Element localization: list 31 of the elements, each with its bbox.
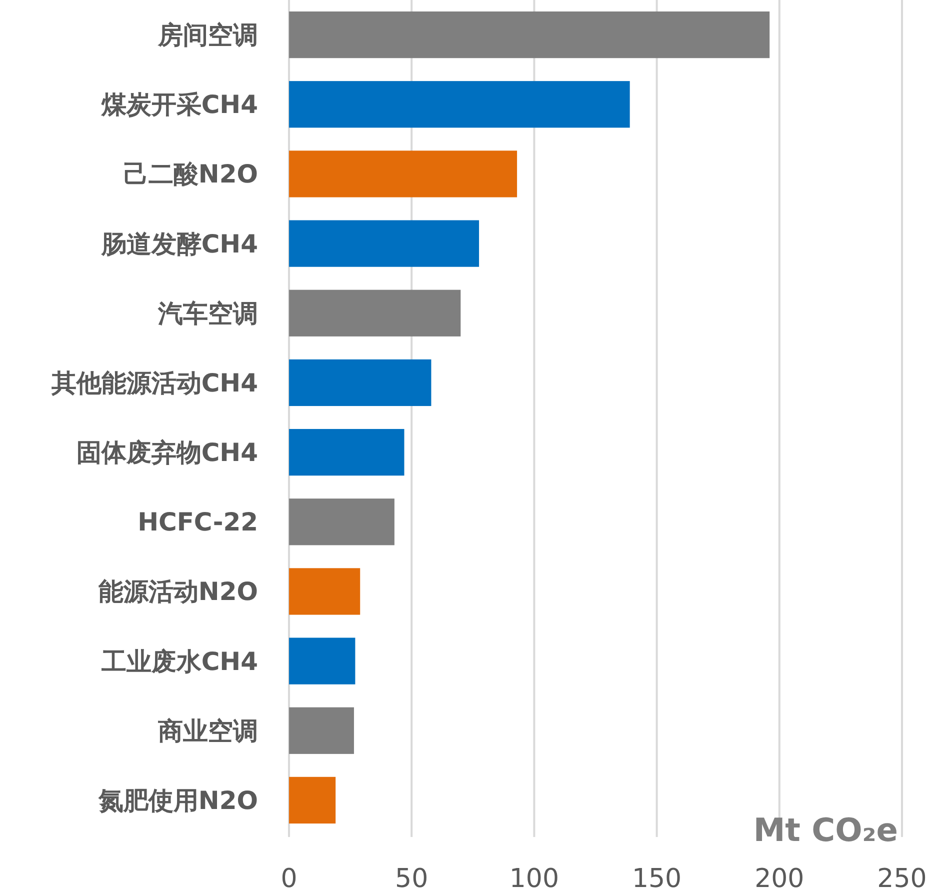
bar bbox=[289, 776, 336, 824]
y-tick-label: 肠道发酵CH4 bbox=[100, 229, 258, 258]
y-tick-label: 房间空调 bbox=[157, 20, 258, 50]
bar bbox=[289, 290, 461, 336]
y-tick-label: 氮肥使用N2O bbox=[97, 786, 258, 815]
y-tick-label: 固体废弃物CH4 bbox=[76, 438, 258, 468]
bar bbox=[289, 11, 770, 58]
x-tick-label: 250 bbox=[877, 864, 927, 889]
bar bbox=[289, 568, 360, 615]
y-tick-label: 能源活动N2O bbox=[98, 577, 258, 606]
y-tick-label: 煤炭开采CH4 bbox=[100, 90, 258, 120]
y-tick-label: 己二酸N2O bbox=[123, 160, 258, 189]
y-tick-label: 工业废水CH4 bbox=[100, 646, 258, 676]
bar bbox=[289, 428, 404, 476]
x-tick-label: 150 bbox=[632, 864, 682, 889]
bar bbox=[289, 707, 354, 754]
y-tick-label: 商业空调 bbox=[157, 716, 258, 746]
x-tick-label: 100 bbox=[509, 864, 560, 889]
bar bbox=[289, 638, 356, 684]
x-tick-label: 50 bbox=[395, 864, 428, 889]
x-tick-label: 0 bbox=[280, 864, 298, 889]
x-axis-title: Mt CO₂e bbox=[753, 811, 898, 849]
bar bbox=[289, 498, 394, 546]
bar bbox=[289, 150, 518, 198]
y-tick-label: 汽车空调 bbox=[157, 298, 258, 328]
y-tick-label: HCFC-22 bbox=[138, 508, 258, 537]
bar bbox=[289, 220, 480, 267]
bar bbox=[289, 359, 432, 406]
y-tick-label: 其他能源活动CH4 bbox=[50, 368, 258, 398]
x-tick-label: 200 bbox=[754, 864, 804, 889]
bar bbox=[289, 81, 630, 128]
